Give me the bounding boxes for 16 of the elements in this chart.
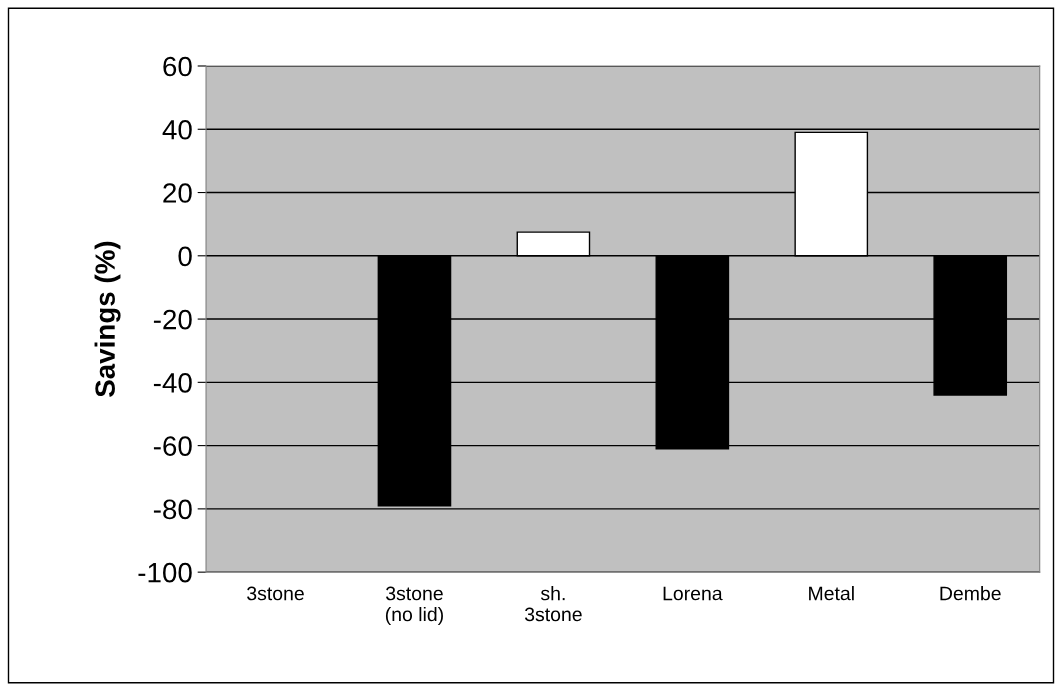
x-tick-label: 3stone (no lid) <box>385 586 443 626</box>
y-tick-label: 60 <box>163 56 192 77</box>
y-tick-label: -100 <box>138 562 192 583</box>
x-tick-label: Lorena <box>663 586 723 601</box>
x-tick-label: Metal <box>809 586 854 601</box>
y-tick-label: 0 <box>178 246 192 267</box>
y-axis-title: Savings (%) <box>94 241 121 397</box>
y-tick-label: -80 <box>153 499 192 520</box>
y-tick-label: 40 <box>162 119 192 140</box>
y-tick-label: 20 <box>163 183 192 203</box>
x-tick-label: Dembe <box>940 586 1001 601</box>
x-tick-label: sh. 3stone <box>524 586 582 622</box>
y-tick-label: -20 <box>153 309 192 330</box>
y-tick-label: -60 <box>153 436 192 456</box>
x-tick-label: 3stone <box>247 586 304 601</box>
y-tick-label: -40 <box>153 373 192 393</box>
